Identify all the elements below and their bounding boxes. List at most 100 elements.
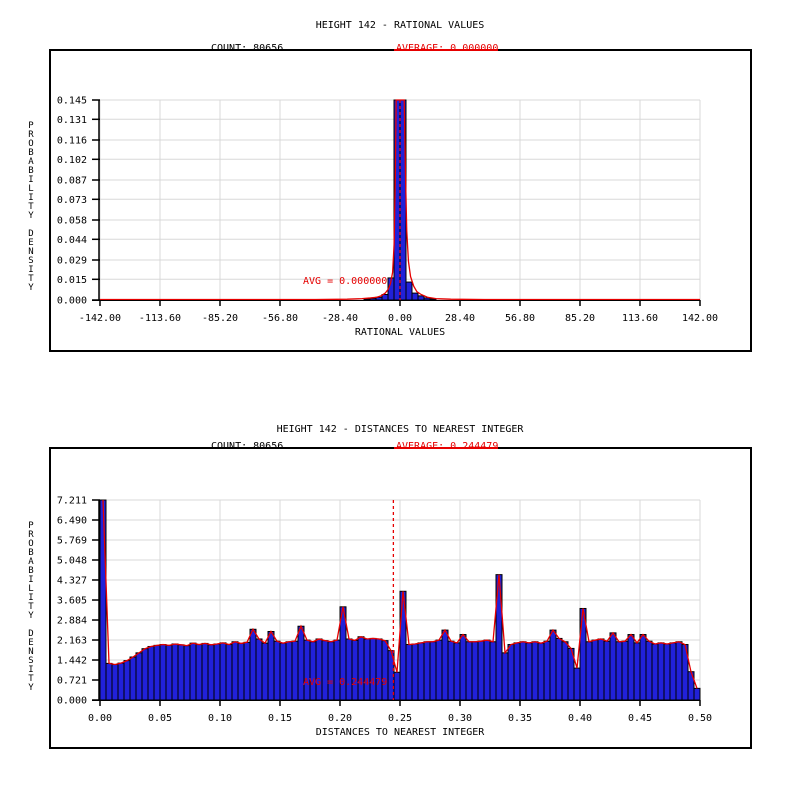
y-tick-label: 0.131 [57, 115, 87, 126]
bar [585, 641, 593, 701]
bar [333, 639, 341, 701]
bar [267, 630, 275, 701]
bar [447, 640, 455, 701]
bar [135, 652, 143, 701]
x-tick-label: 0.50 [688, 713, 712, 724]
bar [297, 625, 305, 701]
axis-ticks: 7.211 6.490 5.769 5.048 4.327 3.605 2.884 2.163… [57, 496, 712, 725]
bar [459, 634, 467, 701]
y-tick-label: 0.721 [57, 676, 87, 687]
y-tick-label: 2.163 [57, 636, 87, 647]
y-tick-label: 0.044 [57, 235, 87, 246]
y-tick-label: 2.884 [57, 616, 87, 627]
bar [213, 643, 221, 701]
bar [303, 639, 311, 701]
bar [165, 644, 173, 701]
bar [627, 634, 635, 701]
x-tick-label: -28.40 [322, 313, 358, 324]
x-tick-label: 0.15 [268, 713, 292, 724]
x-tick-label: 0.10 [208, 713, 232, 724]
top-chart-average-label: AVERAGE: 0.000000 [396, 43, 499, 54]
x-tick-label: -113.60 [139, 313, 181, 324]
bar [615, 641, 623, 701]
bar [453, 642, 461, 701]
x-tick-label: 0.05 [148, 713, 172, 724]
bar [369, 297, 377, 301]
x-tick-label: 56.80 [505, 313, 535, 324]
bar [537, 642, 545, 701]
x-tick-label: 85.20 [565, 313, 595, 324]
x-tick-label: -142.00 [79, 313, 121, 324]
x-tick-label: 0.25 [388, 713, 412, 724]
red-density-curve [100, 99, 700, 301]
bar [315, 638, 323, 701]
bar [651, 643, 659, 701]
bar [417, 642, 425, 701]
bar [621, 640, 629, 701]
bar [609, 632, 617, 701]
bottom-chart-count-label: COUNT: 80656 [211, 441, 284, 452]
bar [207, 644, 215, 701]
x-tick-label: 0.00 [88, 713, 112, 724]
bar [183, 645, 191, 701]
bar [243, 641, 251, 701]
bar [351, 639, 359, 701]
y-tick-label: 0.116 [57, 136, 87, 147]
y-tick-label: 5.769 [57, 535, 87, 546]
bar [573, 667, 581, 701]
bar [345, 638, 353, 701]
top-chart-title: HEIGHT 142 - RATIONAL VALUES [315, 20, 485, 31]
x-tick-label: 0.20 [328, 713, 352, 724]
x-tick-label: 0.45 [628, 713, 652, 724]
bar [405, 281, 413, 301]
bar [597, 638, 605, 701]
bar [189, 642, 197, 701]
bar [381, 640, 389, 701]
bar [105, 662, 113, 701]
bottom-chart-title: HEIGHT 142 - DISTANCES TO NEAREST INTEGE… [276, 424, 524, 435]
rational-values-histogram: 0.145 0.131 0.116 0.102 0.087 0.073 0.058 0.044… [49, 49, 752, 352]
bar [519, 641, 527, 701]
bottom-chart-y-axis-title: P R O B A B I L I T Y D E N S I T Y [28, 521, 34, 693]
bar [249, 628, 257, 701]
bar [525, 642, 533, 701]
bar [393, 671, 401, 701]
bar [231, 641, 239, 701]
bar [111, 663, 119, 701]
bar [327, 641, 335, 701]
bar [411, 643, 419, 701]
bottom-chart-avg-annotation: AVG = 0.244479 [303, 677, 388, 688]
bar [561, 641, 569, 701]
bar [285, 641, 293, 701]
bar [477, 640, 485, 701]
bar [291, 640, 299, 701]
bar [675, 641, 683, 701]
bar [117, 662, 125, 701]
bar [693, 687, 701, 701]
bar [471, 641, 479, 701]
bar [219, 642, 227, 701]
bottom-chart-x-axis-title: DISTANCES TO NEAREST INTEGER [315, 727, 485, 738]
bar [141, 648, 149, 701]
top-chart-avg-annotation: AVG = 0.000000 [303, 276, 388, 287]
bar [177, 644, 185, 701]
bar [123, 660, 131, 701]
bar [225, 644, 233, 701]
top-chart-count-label: COUNT: 80656 [211, 43, 284, 54]
bar [99, 499, 107, 701]
y-tick-label: 0.058 [57, 216, 87, 227]
y-tick-label: 0.000 [57, 696, 87, 707]
bar [591, 639, 599, 701]
bar [603, 640, 611, 701]
top-chart-x-axis-title: RATIONAL VALUES [354, 327, 446, 338]
bar [309, 641, 317, 701]
y-tick-label: 0.145 [57, 96, 87, 107]
y-tick-label: 0.029 [57, 256, 87, 267]
bar [159, 644, 167, 701]
bar [645, 640, 653, 701]
y-tick-label: 1.442 [57, 656, 87, 667]
bar [363, 298, 371, 301]
bar [513, 642, 521, 701]
